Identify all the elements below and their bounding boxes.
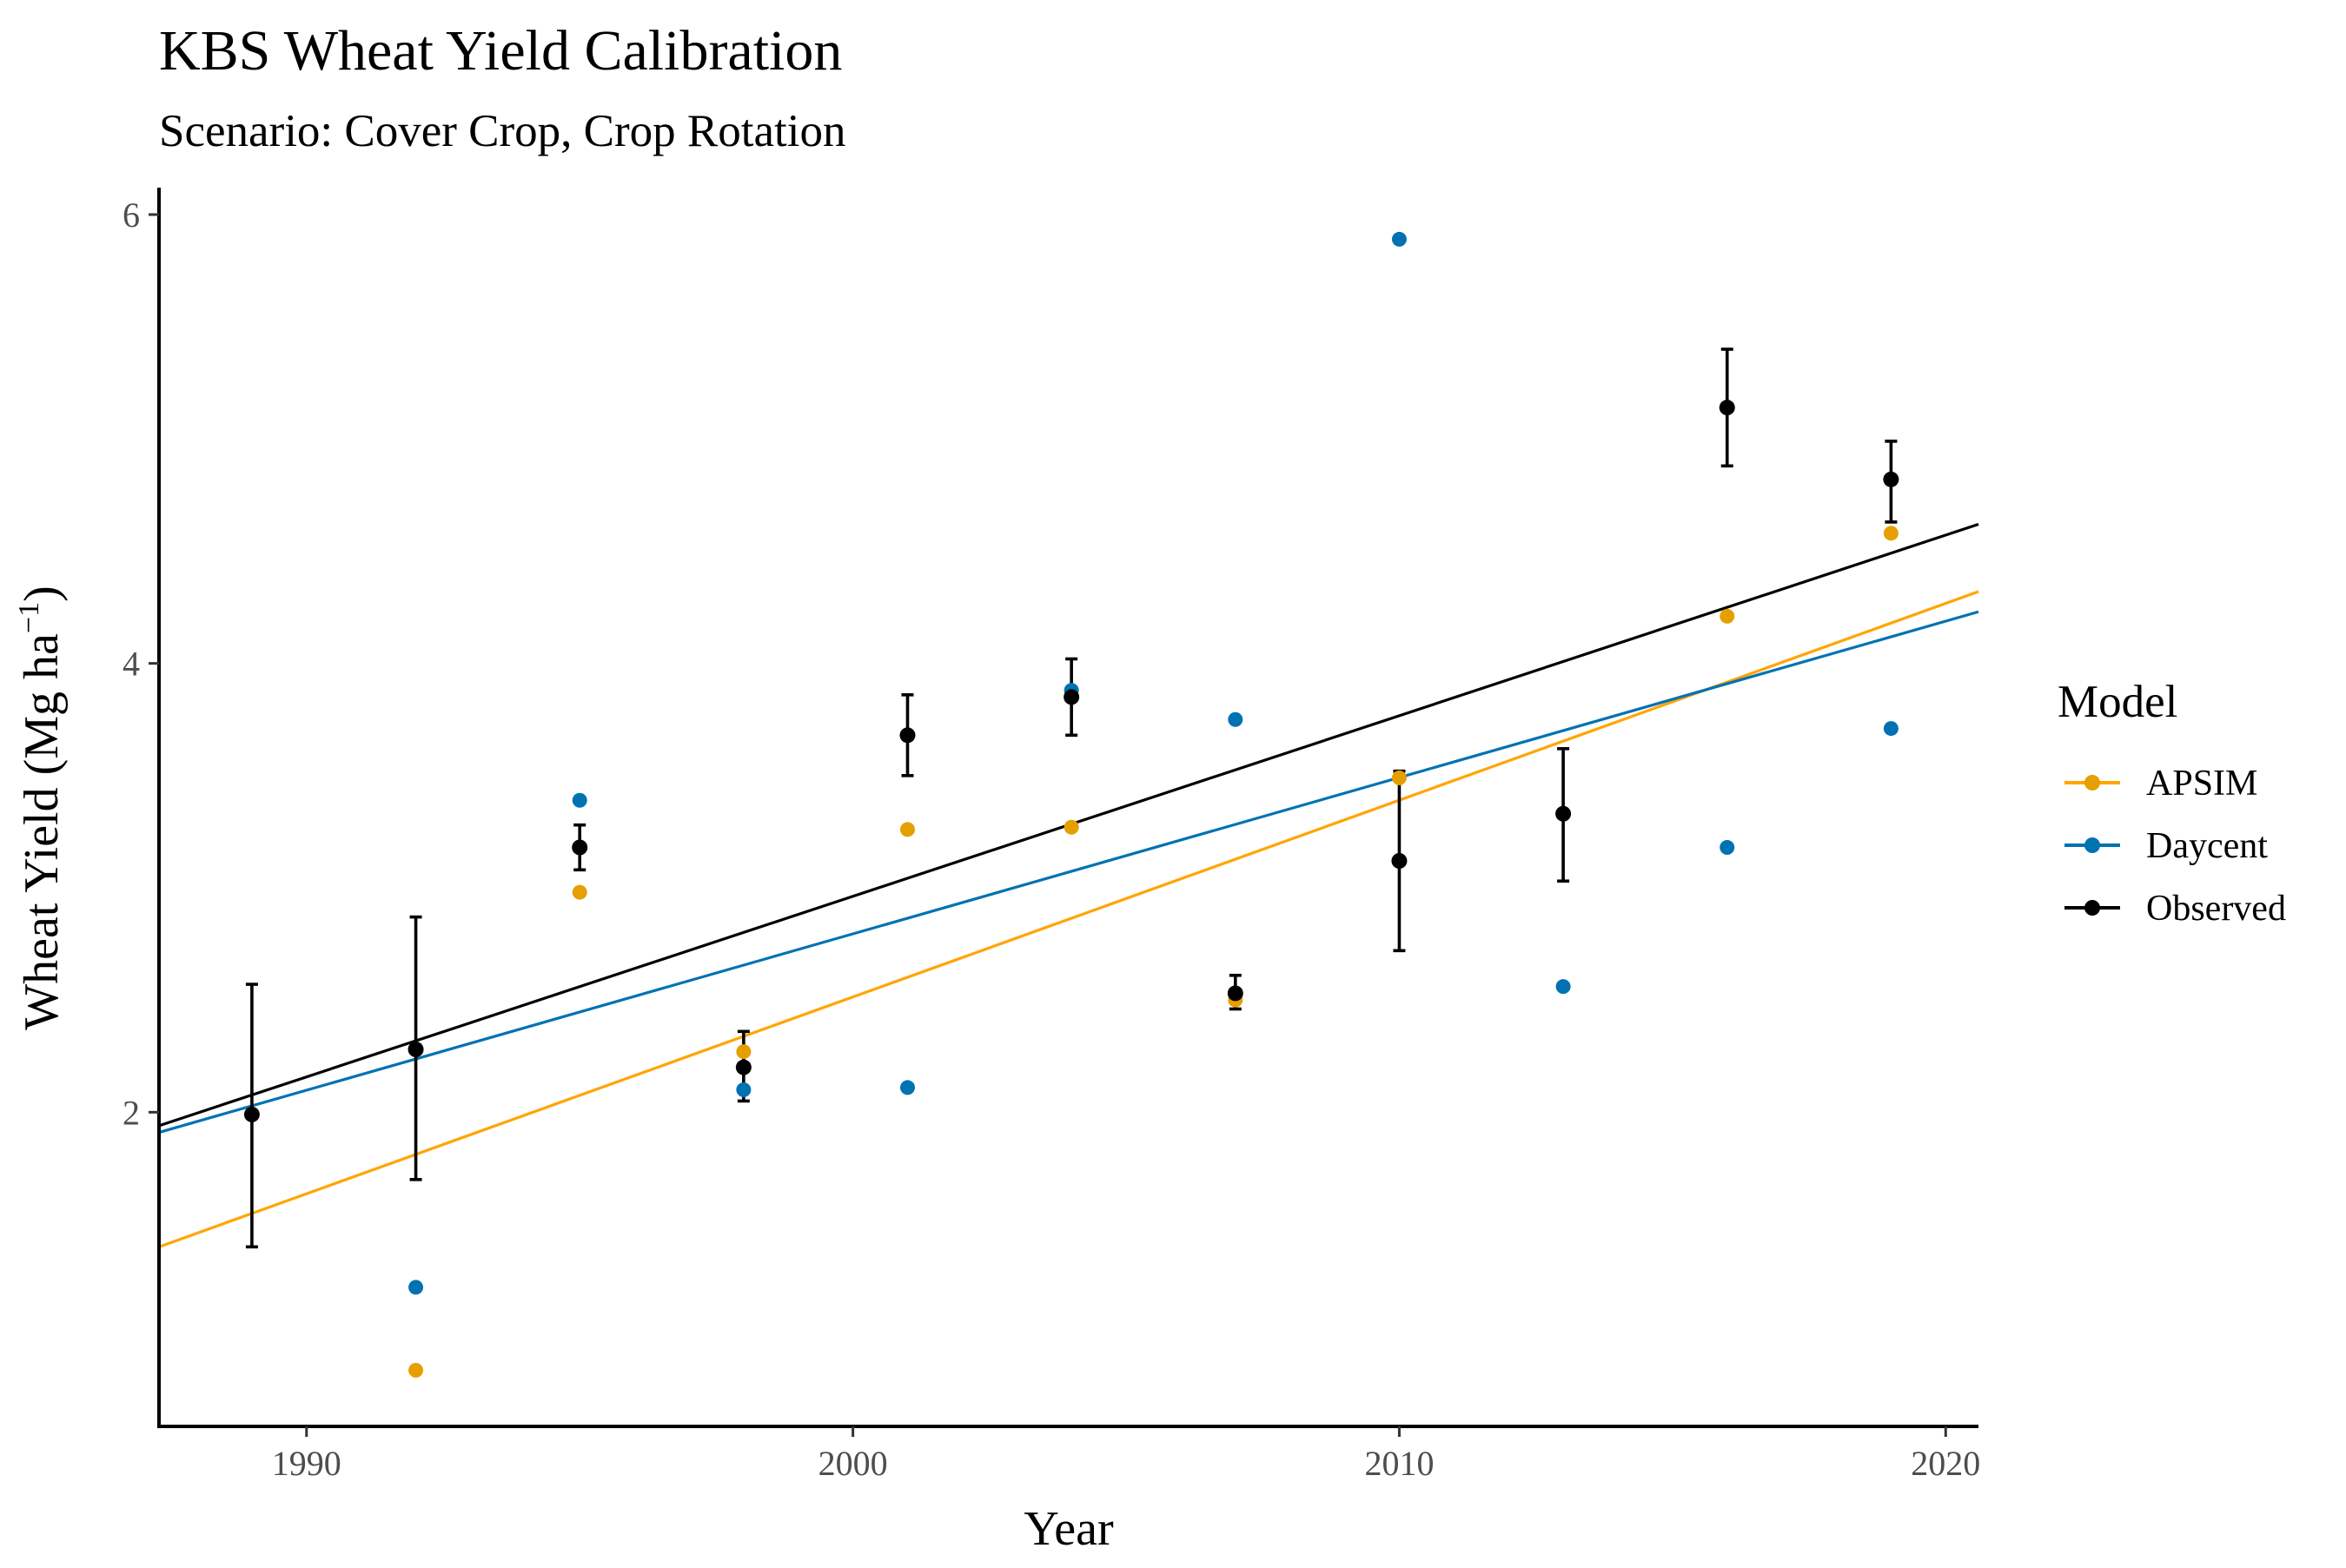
- point-apsim: [1720, 608, 1735, 624]
- x-axis-ticks: 1990 2000 2010 2020: [272, 1426, 1980, 1483]
- y-axis-title-superscript: −1: [13, 602, 45, 633]
- x-tick-label: 2010: [1364, 1444, 1434, 1483]
- x-tick-label: 2000: [818, 1444, 888, 1483]
- chart-title: KBS Wheat Yield Calibration: [159, 19, 842, 83]
- legend: Model APSIM Daycent Observed: [2058, 677, 2286, 929]
- point-daycent: [1720, 840, 1735, 855]
- point-apsim: [408, 1362, 424, 1378]
- legend-key-point-apsim: [2084, 775, 2100, 791]
- point-observed: [1883, 471, 1899, 487]
- y-tick-label: 6: [123, 195, 140, 235]
- trend-line-apsim: [158, 590, 1979, 1248]
- x-axis-title: Year: [1024, 1502, 1114, 1556]
- y-axis-ticks: 2 4 6: [123, 195, 159, 1132]
- point-observed: [735, 1059, 752, 1075]
- point-apsim: [1883, 526, 1899, 541]
- point-apsim: [1391, 770, 1407, 785]
- legend-key-point-observed: [2084, 900, 2100, 916]
- point-apsim: [1064, 819, 1079, 835]
- legend-item-observed: Observed: [2064, 889, 2286, 929]
- trend-line-daycent: [158, 610, 1979, 1135]
- chart-subtitle: Scenario: Cover Crop, Crop Rotation: [159, 106, 845, 156]
- point-observed: [899, 727, 916, 744]
- legend-label-apsim: APSIM: [2146, 764, 2257, 804]
- point-observed: [572, 839, 588, 856]
- y-tick-label: 2: [123, 1093, 140, 1132]
- y-axis-title-close: ): [15, 586, 69, 602]
- x-tick-label: 2020: [1911, 1444, 1980, 1483]
- point-observed: [1227, 985, 1243, 1002]
- point-observed: [1391, 853, 1408, 869]
- point-observed: [408, 1042, 424, 1057]
- legend-label-daycent: Daycent: [2146, 826, 2268, 866]
- point-daycent: [736, 1082, 752, 1097]
- point-daycent: [1391, 231, 1407, 247]
- point-daycent: [1555, 979, 1571, 995]
- legend-title: Model: [2058, 677, 2177, 727]
- legend-item-apsim: APSIM: [2064, 764, 2257, 804]
- point-apsim: [736, 1044, 752, 1060]
- y-axis-title: Wheat Yield (Mg ha−1): [13, 586, 69, 1030]
- point-apsim: [572, 884, 587, 900]
- point-observed: [1064, 689, 1080, 705]
- point-observed: [1555, 805, 1572, 822]
- point-daycent: [572, 792, 587, 808]
- point-daycent: [1883, 721, 1899, 737]
- point-daycent: [1228, 711, 1243, 727]
- point-observed: [1719, 400, 1735, 416]
- point-daycent: [899, 1080, 915, 1095]
- plot-area: [158, 231, 1979, 1378]
- point-observed: [243, 1106, 260, 1122]
- legend-item-daycent: Daycent: [2064, 826, 2268, 866]
- legend-label-observed: Observed: [2146, 889, 2286, 929]
- x-tick-label: 1990: [272, 1444, 341, 1483]
- legend-key-point-daycent: [2084, 837, 2100, 853]
- point-daycent: [408, 1280, 424, 1295]
- point-apsim: [899, 822, 915, 837]
- y-tick-label: 4: [123, 645, 140, 684]
- y-axis-title-main: Wheat Yield (Mg ha: [15, 633, 69, 1030]
